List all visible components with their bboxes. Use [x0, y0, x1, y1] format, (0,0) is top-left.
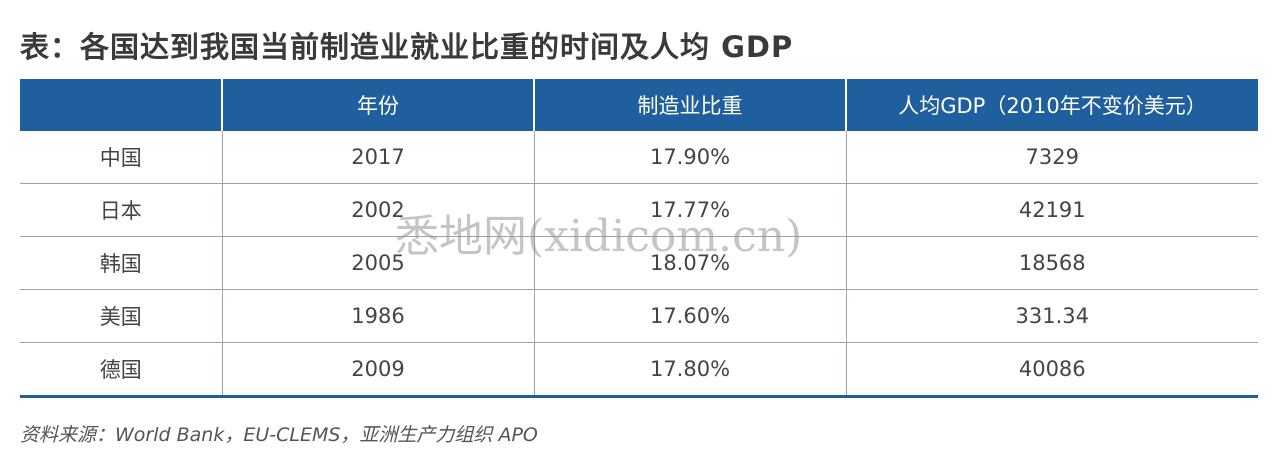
cell-share: 17.60%	[533, 289, 846, 343]
cell-year: 2002	[221, 183, 534, 237]
cell-year: 2009	[221, 342, 534, 398]
data-table-container: 年份 制造业比重 人均GDP（2010年不变价美元） 中国 2017 17.90…	[20, 79, 1258, 398]
table-row: 美国 1986 17.60% 331.34	[20, 289, 1258, 343]
cell-share: 17.80%	[533, 342, 846, 398]
table-row: 日本 2002 17.77% 42191	[20, 183, 1258, 237]
cell-gdp: 18568	[845, 236, 1258, 290]
data-table: 年份 制造业比重 人均GDP（2010年不变价美元） 中国 2017 17.90…	[20, 79, 1258, 398]
table-row: 德国 2009 17.80% 40086	[20, 342, 1258, 398]
page-title: 表：各国达到我国当前制造业就业比重的时间及人均 GDP	[20, 30, 794, 64]
source-note: 资料来源：World Bank，EU-CLEMS，亚洲生产力组织 APO	[20, 424, 538, 446]
cell-gdp: 40086	[845, 342, 1258, 398]
cell-share: 17.77%	[533, 183, 846, 237]
cell-country: 韩国	[20, 236, 222, 290]
cell-year: 2005	[221, 236, 534, 290]
cell-country: 德国	[20, 342, 222, 398]
cell-country: 日本	[20, 183, 222, 237]
cell-year: 2017	[221, 131, 534, 184]
header-cell-manufacturing-share: 制造业比重	[533, 79, 846, 131]
header-cell-country	[20, 79, 222, 131]
cell-share: 17.90%	[533, 131, 846, 184]
table-row: 中国 2017 17.90% 7329	[20, 131, 1258, 184]
header-cell-year: 年份	[221, 79, 534, 131]
cell-country: 中国	[99, 146, 142, 170]
cell-country: 美国	[20, 289, 222, 343]
cell-share: 18.07%	[533, 236, 846, 290]
table-row: 韩国 2005 18.07% 18568	[20, 236, 1258, 290]
cell-gdp: 42191	[845, 183, 1258, 237]
table-header-row: 年份 制造业比重 人均GDP（2010年不变价美元）	[20, 79, 1258, 131]
header-cell-gdp-per-capita: 人均GDP（2010年不变价美元）	[845, 79, 1258, 131]
cell-year: 1986	[221, 289, 534, 343]
cell-gdp: 331.34	[845, 289, 1258, 343]
cell-gdp: 7329	[845, 131, 1258, 184]
